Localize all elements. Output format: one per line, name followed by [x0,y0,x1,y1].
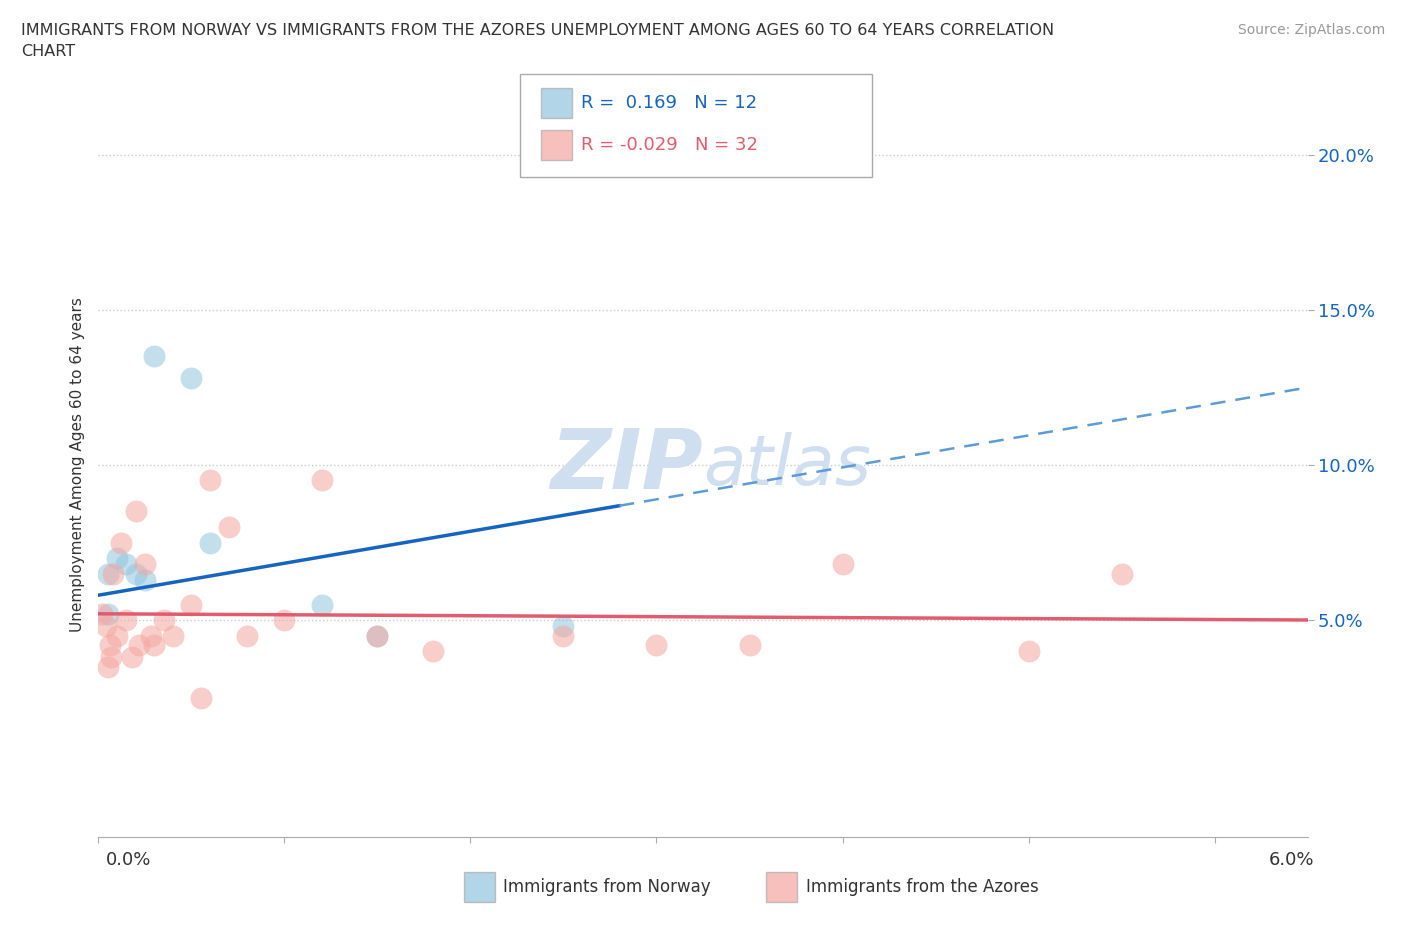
Point [97,659,120,674]
Point [134,557,156,572]
Point [311,473,333,488]
Text: ZIP: ZIP [550,424,703,506]
Point [124,504,146,519]
Text: R =  0.169   N = 12: R = 0.169 N = 12 [581,94,756,113]
Text: Source: ZipAtlas.com: Source: ZipAtlas.com [1237,23,1385,37]
Point [645,637,668,652]
Text: IMMIGRANTS FROM NORWAY VS IMMIGRANTS FROM THE AZORES UNEMPLOYMENT AMONG AGES 60 : IMMIGRANTS FROM NORWAY VS IMMIGRANTS FRO… [21,23,1054,38]
Point [115,557,138,572]
Point [91,606,114,621]
Point [273,613,295,628]
Point [180,597,202,612]
Text: atlas: atlas [703,432,870,498]
Point [134,572,156,587]
Point [190,690,212,705]
Point [422,644,444,658]
Point [180,371,202,386]
Point [97,566,120,581]
Text: Immigrants from Norway: Immigrants from Norway [503,878,711,897]
Point [143,349,166,364]
Point [366,628,388,643]
Text: 6.0%: 6.0% [1270,851,1315,870]
Text: Immigrants from the Azores: Immigrants from the Azores [806,878,1039,897]
Point [105,551,128,565]
Point [121,650,143,665]
Point [1018,644,1040,658]
Point [553,628,575,643]
Point [100,650,122,665]
Point [553,618,575,633]
Y-axis label: Unemployment Among Ages 60 to 64 years: Unemployment Among Ages 60 to 64 years [69,298,84,632]
Point [236,628,259,643]
Point [162,628,184,643]
Point [128,637,150,652]
Point [115,613,138,628]
Text: 0.0%: 0.0% [105,851,150,870]
Point [97,606,120,621]
Point [1111,566,1133,581]
Point [143,637,166,652]
Point [124,566,146,581]
Point [831,557,853,572]
Text: CHART: CHART [21,44,75,59]
Point [110,535,132,550]
Point [366,628,388,643]
Point [198,473,221,488]
Point [139,628,162,643]
Point [105,628,128,643]
Point [94,618,117,633]
Point [738,637,761,652]
Text: R = -0.029   N = 32: R = -0.029 N = 32 [581,136,758,154]
Point [152,613,174,628]
Point [198,535,221,550]
Point [98,637,121,652]
Point [218,520,240,535]
Point [103,566,125,581]
Point [311,597,333,612]
